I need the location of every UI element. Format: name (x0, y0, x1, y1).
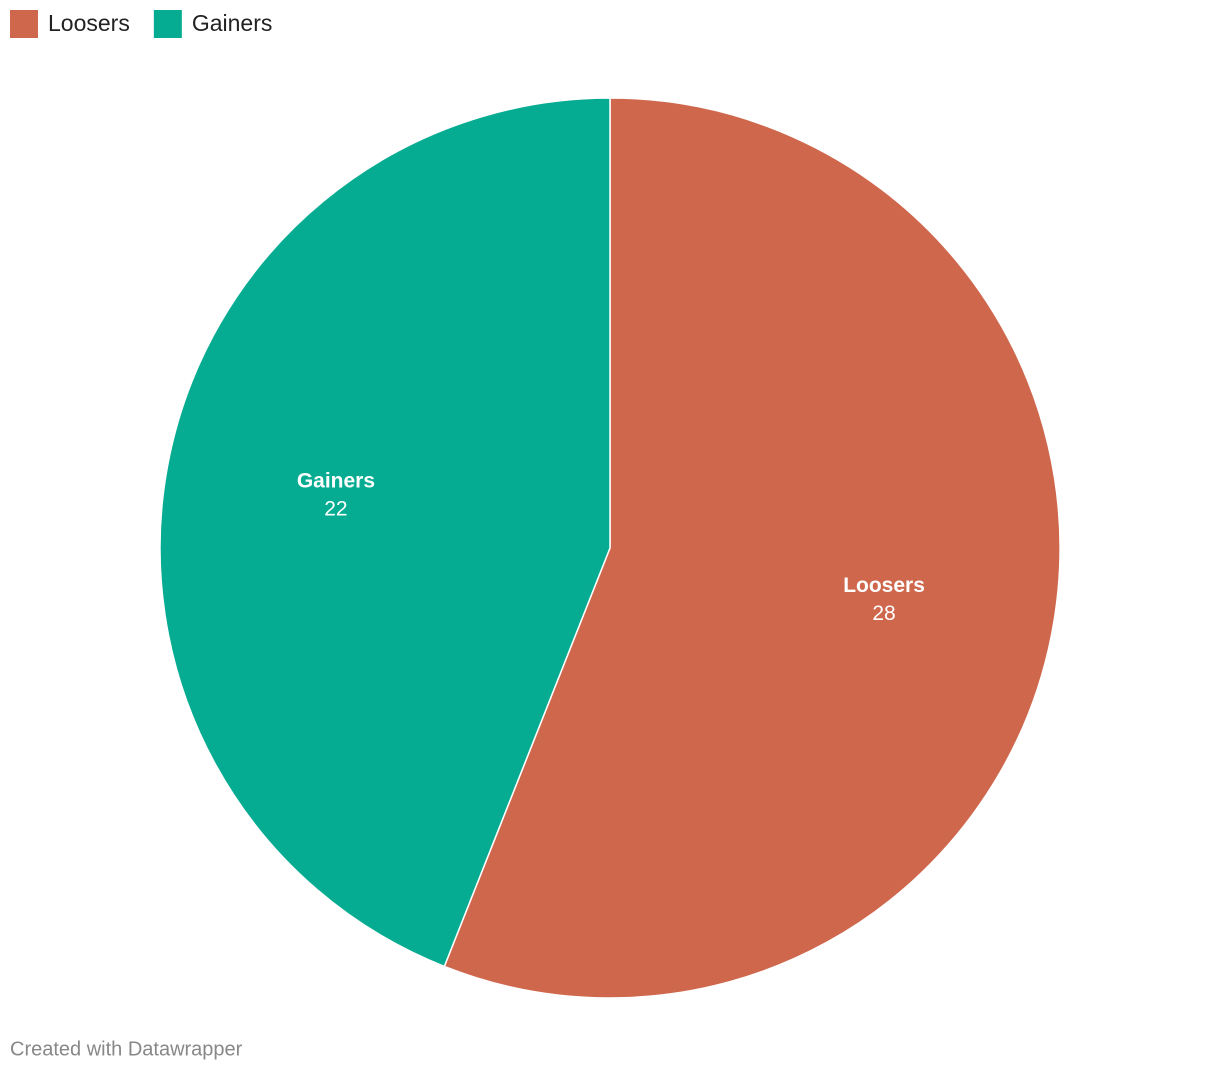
legend-swatch (153, 10, 182, 38)
legend-label: Loosers (48, 10, 130, 36)
slice-value: 22 (324, 497, 347, 520)
footer: Created with Datawrapper (10, 1038, 243, 1060)
pie-slice (159, 97, 611, 968)
slice-label: Gainers (297, 469, 375, 492)
slice-value: 28 (872, 602, 895, 625)
legend-swatch (10, 10, 38, 38)
slice-label: Loosers (843, 574, 925, 597)
legend-label: Gainers (192, 10, 273, 36)
pie-slice (443, 97, 1061, 999)
